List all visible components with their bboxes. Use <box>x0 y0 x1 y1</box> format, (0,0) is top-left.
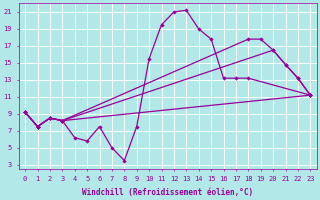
X-axis label: Windchill (Refroidissement éolien,°C): Windchill (Refroidissement éolien,°C) <box>82 188 253 197</box>
